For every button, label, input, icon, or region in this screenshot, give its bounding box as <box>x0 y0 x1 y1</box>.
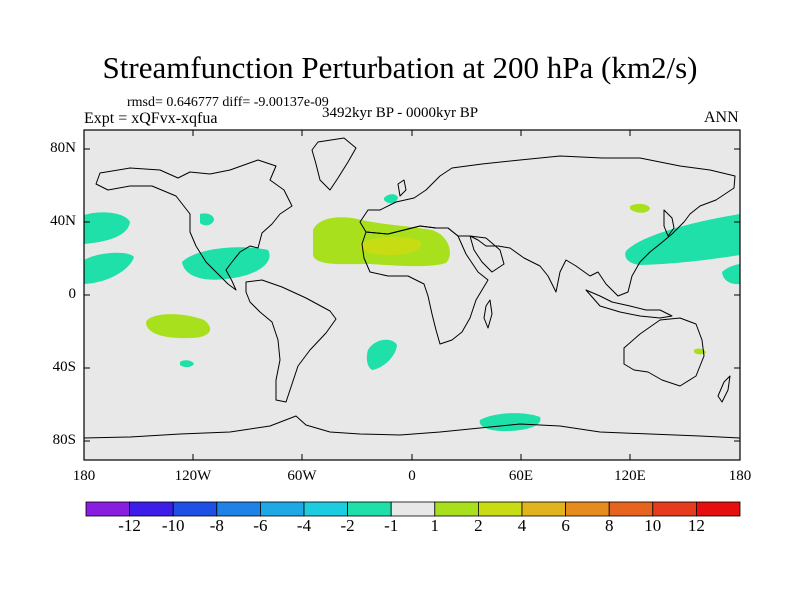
map-title: Streamfunction Perturbation at 200 hPa (… <box>102 50 698 85</box>
coast-madagascar <box>483 299 493 329</box>
x-label-120e: 120E <box>614 468 646 484</box>
colorbar <box>85 501 741 517</box>
anomaly-negative-south-atlantic <box>366 339 397 370</box>
colorbar-label-13: 12 <box>687 516 705 535</box>
anomaly-positive-siberia <box>630 203 650 213</box>
colorbar-swatch-7 <box>390 501 436 517</box>
x-label-60w: 60W <box>287 468 317 484</box>
coast-japan <box>663 209 675 237</box>
colorbar-swatch-9 <box>477 501 523 517</box>
season-label: ANN <box>704 109 739 126</box>
colorbar-swatch-6 <box>347 501 392 517</box>
anomaly-fills <box>84 194 740 432</box>
colorbar-label-3: -6 <box>253 516 268 535</box>
colorbar-label-8: 2 <box>474 516 483 535</box>
x-label-60e: 60E <box>508 468 534 484</box>
colorbar-label-10: 6 <box>561 516 570 535</box>
colorbar-swatch-5 <box>303 501 348 517</box>
y-label-80n: 80N <box>50 140 76 156</box>
colorbar-swatch-3 <box>216 501 261 517</box>
anomaly-negative-east-pacific <box>182 247 270 280</box>
anomaly-negative-north-atlantic <box>384 194 398 204</box>
colorbar-label-7: 1 <box>430 516 440 535</box>
y-label-40n: 40N <box>50 213 76 229</box>
colorbar-label-12: 10 <box>644 516 662 535</box>
anomaly-negative-south-pacific-small <box>180 360 194 368</box>
coastlines <box>83 137 741 439</box>
colorbar-label-4: -4 <box>296 516 312 535</box>
y-label-40s: 40S <box>52 359 76 375</box>
coast-australia <box>623 317 705 387</box>
stats-text: rmsd= 0.646777 diff= -9.00137e-09 <box>127 95 329 110</box>
colorbar-label-0: -12 <box>118 516 141 535</box>
colorbar-swatch-14 <box>696 501 741 517</box>
y-label-0: 0 <box>68 286 77 302</box>
anomaly-negative-npacific-west-2 <box>84 252 134 284</box>
coast-new-zealand <box>717 375 731 403</box>
colorbar-swatch-10 <box>521 501 566 517</box>
colorbar-label-6: -1 <box>384 516 399 535</box>
colorbar-swatch-0 <box>85 501 130 517</box>
anomaly-negative-central-pacific-east <box>722 264 740 285</box>
x-label-180-west: 180 <box>72 468 96 484</box>
colorbar-swatch-1 <box>129 501 174 517</box>
colorbar-swatch-4 <box>259 501 305 517</box>
anomaly-negative-west-us <box>200 213 214 226</box>
axis-ticks <box>84 130 740 460</box>
colorbar-label-11: 8 <box>604 516 614 535</box>
colorbar-swatch-2 <box>172 501 218 517</box>
map-background <box>84 130 740 460</box>
colorbar-swatch-11 <box>565 501 610 517</box>
colorbar-swatch-13 <box>652 501 697 517</box>
colorbar-label-9: 4 <box>517 516 527 535</box>
colorbar-label-1: -10 <box>161 516 185 535</box>
coast-antarctica <box>83 415 741 439</box>
coast-arabia <box>469 235 505 273</box>
anomaly-positive-south-pacific <box>146 314 211 339</box>
coast-south-america <box>245 279 337 403</box>
y-label-80s: 80S <box>52 432 76 448</box>
x-label-0: 0 <box>408 468 416 484</box>
experiment-label: Expt = xQFvx-xqfua <box>84 110 218 127</box>
coast-north-america <box>95 159 293 291</box>
colorbar-swatch-8 <box>434 501 479 517</box>
coast-greenland <box>311 137 357 191</box>
coast-africa <box>361 225 489 345</box>
anomaly-negative-east-asia-pacific <box>625 214 740 265</box>
colorbar-label-5: -2 <box>340 516 355 535</box>
x-label-120w: 120W <box>174 468 212 484</box>
anomaly-strong-positive-west-africa <box>359 236 422 255</box>
anomaly-negative-npacific-west <box>84 212 130 244</box>
period-label: 3492kyr BP - 0000kyr BP <box>322 105 479 121</box>
colorbar-swatch-12 <box>608 501 654 517</box>
coast-eurasia <box>359 155 736 297</box>
coast-indonesia <box>585 289 673 319</box>
colorbar-label-2: -8 <box>209 516 224 535</box>
coast-uk <box>397 179 407 197</box>
x-label-180-east: 180 <box>728 468 752 484</box>
